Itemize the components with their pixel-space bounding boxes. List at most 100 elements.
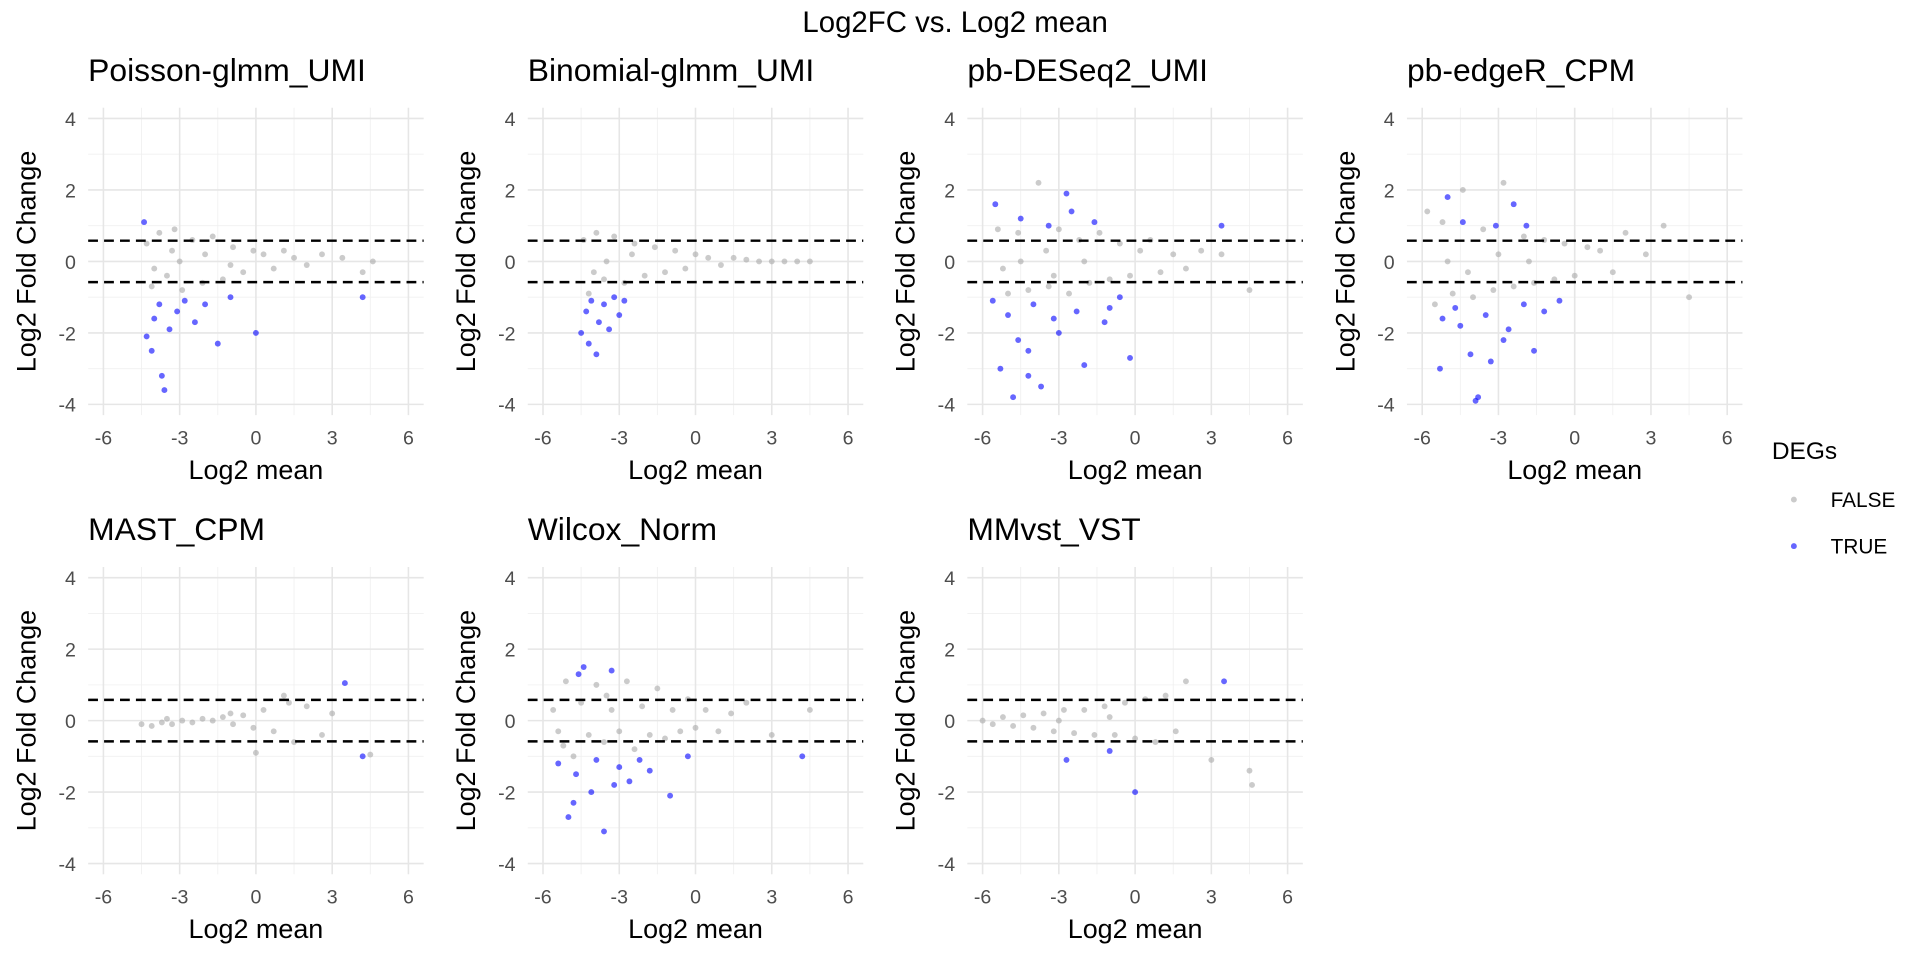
point <box>148 347 155 354</box>
y-tick-label: -2 <box>498 782 515 804</box>
point <box>743 256 750 263</box>
point <box>1020 712 1027 719</box>
point <box>603 258 610 265</box>
point <box>141 219 148 226</box>
point <box>202 251 209 258</box>
point <box>1043 247 1050 254</box>
y-tick-label: -2 <box>938 323 955 345</box>
point <box>1030 301 1037 308</box>
point <box>1487 358 1494 365</box>
point <box>1467 351 1474 358</box>
point <box>1523 222 1530 229</box>
point <box>1172 728 1179 735</box>
point <box>1015 337 1022 343</box>
point <box>662 735 668 742</box>
point <box>209 233 216 240</box>
point <box>1132 789 1139 796</box>
point <box>191 319 198 326</box>
point <box>156 301 163 308</box>
point <box>1622 229 1629 236</box>
point <box>219 714 226 720</box>
point <box>166 326 173 333</box>
x-tick-label: 0 <box>250 887 261 909</box>
x-tick-label: 3 <box>327 427 338 449</box>
point <box>601 739 607 745</box>
y-tick-label: 2 <box>1384 180 1395 202</box>
point <box>1444 194 1451 201</box>
point <box>280 692 287 699</box>
point <box>626 778 633 785</box>
point <box>1444 258 1451 265</box>
point <box>1005 290 1011 297</box>
point <box>1121 699 1128 706</box>
point <box>164 272 170 279</box>
panel: -6 -3 0 3 6 -4 -2 0 2 4 Binomial-glmm_UMI Log2 mean… <box>451 52 864 485</box>
x-tick-label: 0 <box>250 427 261 449</box>
point <box>291 254 297 261</box>
y-tick-label: 2 <box>505 180 516 202</box>
point <box>989 297 996 304</box>
point <box>270 265 277 272</box>
panel-title: Wilcox_Norm <box>528 511 717 547</box>
point <box>989 721 996 728</box>
x-tick-label: 3 <box>1646 427 1657 449</box>
point <box>319 731 325 738</box>
point <box>227 294 234 301</box>
legend-label: TRUE <box>1831 535 1888 558</box>
y-axis-label: Log2 Fold Change <box>891 610 921 832</box>
point <box>1561 240 1568 247</box>
point <box>1459 219 1466 226</box>
point <box>1015 229 1022 236</box>
y-tick-label: -4 <box>498 395 516 417</box>
y-tick-label: -4 <box>58 395 76 417</box>
point <box>1045 222 1052 229</box>
point <box>616 764 623 771</box>
panel: -6 -3 0 3 6 -4 -2 0 2 4 pb-edgeR_CPM Log2 mean Log2 … <box>1330 52 1743 485</box>
point <box>608 706 615 713</box>
x-tick-label: 6 <box>403 427 414 449</box>
point <box>682 265 689 272</box>
y-tick-label: -2 <box>58 323 75 345</box>
x-tick-label: -6 <box>974 427 992 449</box>
point <box>252 329 259 336</box>
point <box>1208 756 1215 763</box>
point <box>593 756 600 763</box>
point <box>573 771 579 778</box>
point <box>611 233 618 240</box>
y-tick-label: -2 <box>938 782 955 804</box>
point <box>202 301 209 308</box>
point <box>1101 703 1108 710</box>
point <box>1038 383 1044 390</box>
point <box>684 753 691 760</box>
x-tick-label: 0 <box>690 887 701 909</box>
x-tick-label: 0 <box>1130 887 1141 909</box>
point <box>1500 179 1507 186</box>
point <box>1017 258 1024 265</box>
point <box>641 272 648 279</box>
point <box>979 717 986 724</box>
panel-title: Binomial-glmm_UMI <box>528 52 815 88</box>
y-tick-label: 4 <box>944 568 955 590</box>
point <box>1050 272 1057 279</box>
point <box>1063 190 1070 197</box>
point <box>1081 706 1088 713</box>
point <box>240 712 247 719</box>
point <box>1025 347 1032 354</box>
y-tick-label: 4 <box>65 109 76 131</box>
point <box>1025 372 1032 379</box>
point <box>578 329 585 336</box>
point <box>601 301 607 308</box>
panel-title: MMvst_VST <box>967 511 1140 547</box>
point <box>1030 724 1037 731</box>
point <box>768 258 775 265</box>
point <box>1465 269 1471 276</box>
x-axis-label: Log2 mean <box>189 914 324 944</box>
point <box>1152 739 1159 745</box>
point <box>1510 201 1517 208</box>
y-tick-label: 2 <box>505 639 516 661</box>
point <box>636 756 643 763</box>
point <box>1218 222 1225 229</box>
point <box>1457 322 1464 329</box>
point <box>1500 337 1507 343</box>
y-tick-label: 0 <box>944 711 955 733</box>
